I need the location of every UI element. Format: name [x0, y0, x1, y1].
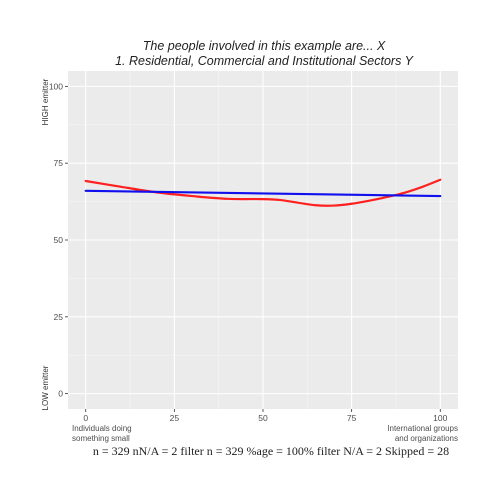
y-tick-label: 50 — [54, 235, 64, 245]
x-axis-right-label-line-2: and organizations — [395, 434, 458, 443]
grid-lines — [68, 71, 458, 409]
y-tick-label: 0 — [58, 389, 63, 399]
chart-footer-stats: n = 329 nN/A = 2 filter n = 329 %age = 1… — [93, 444, 449, 458]
x-tick-label: 100 — [433, 413, 447, 423]
y-axis-bottom-label: LOW emitter — [41, 365, 50, 410]
series-line-2 — [84, 189, 442, 198]
x-axis-left-label-line-1: Individuals doing — [72, 424, 132, 433]
y-tick-label: 25 — [54, 312, 64, 322]
y-axis-top-label: HIGH emitter — [41, 78, 50, 125]
y-tick-label: 100 — [49, 81, 63, 91]
axis-ticks: 0 25 50 75 100 0 25 50 75 100 — [49, 81, 448, 423]
x-tick-label: 75 — [347, 413, 357, 423]
x-tick-label: 25 — [170, 413, 180, 423]
x-axis-right-label-line-1: International groups — [387, 424, 458, 433]
y-tick-label: 75 — [54, 158, 64, 168]
x-axis-left-label-line-2: something small — [72, 434, 130, 443]
x-tick-label: 50 — [258, 413, 268, 423]
x-tick-label: 0 — [83, 413, 88, 423]
series-lines — [84, 178, 442, 207]
chart-title-line-2: 1. Residential, Commercial and Instituti… — [115, 54, 414, 68]
chart-title-line-1: The people involved in this example are.… — [143, 39, 386, 53]
